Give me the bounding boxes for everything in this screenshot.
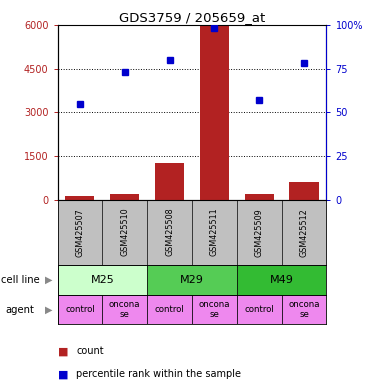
Text: GSM425511: GSM425511 — [210, 208, 219, 257]
Text: ▶: ▶ — [45, 275, 52, 285]
Bar — [147, 265, 237, 295]
Text: oncona
se: oncona se — [198, 300, 230, 319]
Text: control: control — [65, 305, 95, 314]
Text: M29: M29 — [180, 275, 204, 285]
Text: ■: ■ — [58, 346, 68, 356]
Text: control: control — [155, 305, 184, 314]
Text: agent: agent — [5, 305, 34, 314]
Title: GDS3759 / 205659_at: GDS3759 / 205659_at — [119, 11, 265, 24]
Text: M25: M25 — [91, 275, 114, 285]
Bar — [237, 295, 282, 324]
Bar — [200, 25, 229, 200]
Bar — [102, 295, 147, 324]
Bar — [244, 194, 274, 200]
Text: GSM425510: GSM425510 — [120, 208, 129, 257]
Text: GSM425512: GSM425512 — [299, 208, 309, 257]
Text: GSM425508: GSM425508 — [165, 208, 174, 257]
Text: count: count — [76, 346, 104, 356]
Bar — [58, 265, 147, 295]
Text: percentile rank within the sample: percentile rank within the sample — [76, 369, 241, 379]
Bar — [147, 295, 192, 324]
Bar — [289, 182, 319, 200]
Bar — [110, 194, 139, 200]
Bar — [58, 295, 102, 324]
Text: GSM425509: GSM425509 — [255, 208, 264, 257]
Text: GSM425507: GSM425507 — [75, 208, 85, 257]
Text: ■: ■ — [58, 369, 68, 379]
Text: control: control — [244, 305, 274, 314]
Text: ▶: ▶ — [45, 305, 52, 314]
Text: cell line: cell line — [1, 275, 39, 285]
Bar — [237, 265, 326, 295]
Text: M49: M49 — [270, 275, 293, 285]
Text: oncona
se: oncona se — [109, 300, 141, 319]
Bar — [155, 163, 184, 200]
Text: oncona
se: oncona se — [288, 300, 320, 319]
Bar — [192, 295, 237, 324]
Bar — [65, 196, 95, 200]
Bar — [282, 295, 326, 324]
